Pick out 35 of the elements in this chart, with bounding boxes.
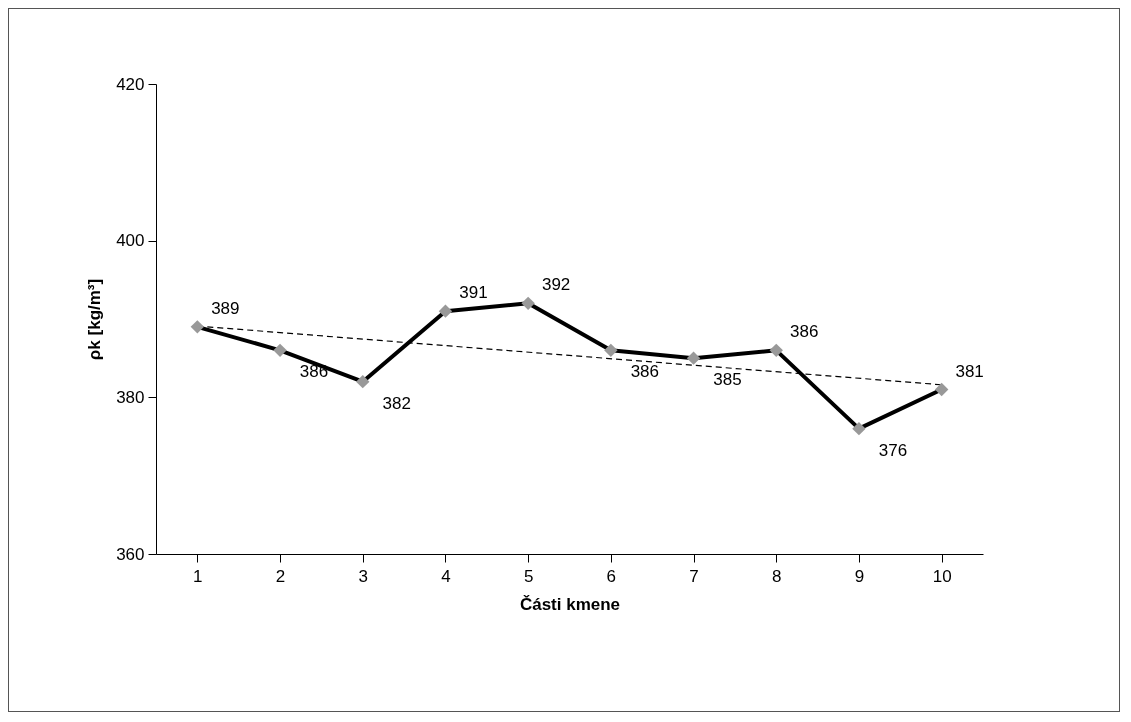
point (852, 421, 866, 436)
data-label: 381 (955, 361, 984, 381)
point (190, 320, 205, 334)
point (438, 304, 453, 318)
x-tick-label: 6 (606, 566, 617, 586)
point (686, 351, 701, 365)
x-tick-label: 4 (441, 566, 451, 586)
data-label: 391 (459, 283, 488, 303)
x-tick-label: 1 (193, 566, 203, 586)
point (934, 382, 949, 397)
point (769, 343, 783, 358)
y-axis-title: ρk [kg/m³] (85, 278, 105, 361)
data-label: 385 (713, 370, 742, 390)
x-tick-label: 7 (689, 566, 699, 586)
data-label: 386 (630, 362, 660, 382)
y-tick-label: 380 (116, 387, 145, 407)
data-label: 386 (790, 322, 819, 342)
data-label: 389 (211, 298, 240, 318)
x-tick-label: 5 (523, 566, 534, 586)
point (356, 374, 370, 389)
point (604, 343, 618, 358)
y-tick-label: 420 (116, 74, 145, 94)
point (273, 343, 287, 358)
x-tick-label: 2 (275, 566, 286, 586)
data-label: 376 (878, 440, 908, 460)
x-axis-title: Části kmene (519, 594, 621, 614)
y-tick-label: 360 (116, 544, 145, 564)
x-tick-label: 3 (358, 566, 368, 586)
point (521, 296, 535, 311)
x-tick-label: 9 (854, 566, 865, 586)
y-tick-label: 400 (116, 231, 145, 251)
data-label: 382 (382, 393, 411, 413)
data-label: 392 (541, 275, 571, 295)
x-tick-label: 10 (932, 566, 952, 586)
x-tick-label: 8 (772, 566, 782, 586)
